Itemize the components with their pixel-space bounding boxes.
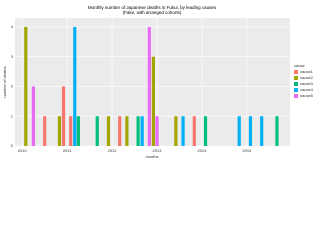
bar [151,56,155,146]
x-tick-label: 2010 [18,148,28,153]
legend-swatch [294,94,298,98]
legend-label: cause4 [300,87,314,92]
legend-swatch [294,88,298,92]
bar [73,26,77,146]
bar [76,116,80,146]
bar [57,116,62,146]
bar [24,26,28,146]
bar [181,116,185,146]
x-tick-label: 2014 [197,148,207,153]
legend-swatch [294,76,298,80]
legend-swatch [294,82,298,86]
bar [155,116,159,146]
bar [203,116,208,146]
legend-label: cause1 [300,69,314,74]
chart: Monthly number of Japanese deaths in Fuk… [2,5,314,159]
bar [125,116,129,146]
bar [31,86,36,146]
y-axis-label: number of deaths [2,66,7,97]
bar [174,116,178,146]
bar [147,26,151,146]
bar [192,116,196,146]
bar [43,116,47,146]
legend-title: cause [294,63,305,68]
chart-subtitle: (Fake, with arranged cohorts) [123,10,182,15]
bar [106,116,111,146]
x-tick-label: 2012 [108,148,118,153]
x-axis-label: months [145,154,158,159]
legend-label: cause5 [300,93,314,98]
bar [275,116,279,146]
bar [260,116,264,146]
y-tick-label: 0 [11,143,14,148]
bar [118,116,122,146]
y-tick-label: 1 [11,113,14,118]
legend-label: cause2 [300,75,314,80]
bar [248,116,253,146]
bar [69,116,73,146]
y-tick-label: 3 [11,54,14,59]
bar [140,116,144,146]
bar [95,116,99,146]
x-tick-label: 2011 [63,148,72,153]
x-tick-label: 2013 [153,148,163,153]
y-tick-label: 4 [11,24,14,29]
y-tick-label: 2 [11,84,14,89]
bar [237,116,241,146]
chart-title: Monthly number of Japanese deaths in Fuk… [88,5,217,10]
bar [136,116,140,146]
bar [61,86,66,146]
legend-swatch [294,70,298,74]
legend-label: cause3 [300,81,314,86]
x-tick-label: 2015 [242,148,252,153]
